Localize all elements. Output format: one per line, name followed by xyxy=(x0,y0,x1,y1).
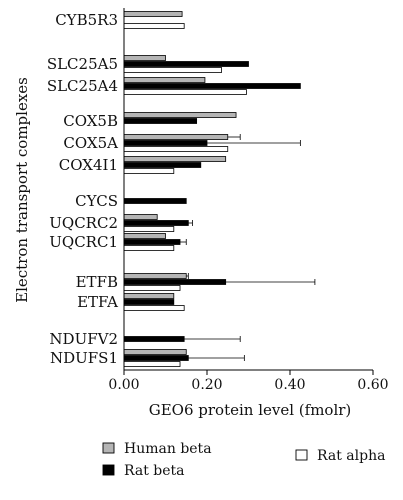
x-axis-ticks: 0.00 0.20 0.40 0.60 xyxy=(108,370,389,393)
bar xyxy=(123,89,247,95)
bar xyxy=(123,118,198,124)
bar xyxy=(123,239,181,245)
x-tick-label: 0.60 xyxy=(357,377,388,393)
bar xyxy=(123,67,222,73)
bar xyxy=(123,336,185,342)
category-label: COX4I1 xyxy=(59,156,118,174)
bar xyxy=(123,55,166,61)
bar xyxy=(123,245,175,251)
bar xyxy=(123,293,175,299)
category-label: SLC25A4 xyxy=(47,77,118,95)
category-label: SLC25A5 xyxy=(47,55,118,73)
bar xyxy=(123,299,175,305)
category-label: UQCRC2 xyxy=(49,214,118,232)
category-label: COX5A xyxy=(63,134,118,152)
bar xyxy=(123,11,183,17)
legend-swatch xyxy=(102,464,115,476)
y-axis-title: Electron transport complexes xyxy=(13,77,31,303)
bar xyxy=(123,140,208,146)
legend-label: Human beta xyxy=(124,441,212,457)
bar xyxy=(123,77,206,83)
bar xyxy=(123,355,189,361)
category-label: ETFA xyxy=(77,293,118,311)
x-tick-label: 0.00 xyxy=(108,377,139,393)
legend-label: Rat alpha xyxy=(317,448,385,464)
bar xyxy=(123,226,175,232)
bar xyxy=(123,134,229,140)
bar xyxy=(123,61,249,67)
category-label: NDUFV2 xyxy=(49,330,118,348)
category-label: ETFB xyxy=(76,273,118,291)
bar xyxy=(123,305,185,311)
x-tick-label: 0.20 xyxy=(191,377,222,393)
bar xyxy=(123,198,187,204)
bar xyxy=(123,233,166,239)
category-label: UQCRC1 xyxy=(49,233,118,251)
bar xyxy=(123,162,202,168)
x-axis-title: GEO6 protein level (fmolr) xyxy=(149,401,352,419)
legend-label: Rat beta xyxy=(124,463,185,479)
bar xyxy=(123,285,181,291)
bar xyxy=(123,146,229,152)
bar xyxy=(123,361,181,367)
category-label: COX5B xyxy=(63,112,118,130)
category-label: NDUFS1 xyxy=(50,349,118,367)
category-label: CYCS xyxy=(75,192,118,210)
category-labels: CYB5R3 SLC25A5 SLC25A4 COX5B COX5A COX4I1 CYCS… xyxy=(47,11,118,367)
bar xyxy=(123,112,237,118)
bar xyxy=(123,156,227,162)
bar xyxy=(123,273,187,279)
bar xyxy=(123,220,189,226)
bar xyxy=(123,168,175,174)
category-label: CYB5R3 xyxy=(55,11,118,29)
bar xyxy=(123,83,301,89)
bar xyxy=(123,214,158,220)
legend: Human beta Rat beta Rat alpha xyxy=(102,441,385,479)
legend-swatch xyxy=(102,442,115,454)
x-tick-label: 0.40 xyxy=(274,377,305,393)
bar xyxy=(123,23,185,29)
bar xyxy=(123,279,227,285)
bar xyxy=(123,349,187,355)
legend-swatch xyxy=(295,449,308,461)
bars-layer xyxy=(123,11,316,367)
